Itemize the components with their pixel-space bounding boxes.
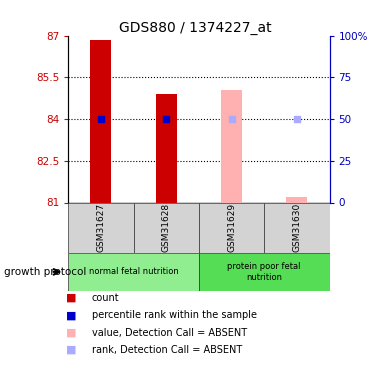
Text: ■: ■ xyxy=(66,345,77,355)
Bar xyxy=(68,202,133,253)
Text: GDS880 / 1374227_at: GDS880 / 1374227_at xyxy=(119,21,271,34)
Bar xyxy=(264,202,330,253)
Bar xyxy=(68,253,199,291)
Bar xyxy=(156,94,177,202)
Text: rank, Detection Call = ABSENT: rank, Detection Call = ABSENT xyxy=(92,345,242,355)
Text: percentile rank within the sample: percentile rank within the sample xyxy=(92,310,257,320)
Bar xyxy=(199,253,330,291)
Text: normal fetal nutrition: normal fetal nutrition xyxy=(89,267,179,276)
Bar xyxy=(90,40,112,203)
Text: protein poor fetal
nutrition: protein poor fetal nutrition xyxy=(227,262,301,282)
Text: growth protocol: growth protocol xyxy=(4,267,86,277)
Text: value, Detection Call = ABSENT: value, Detection Call = ABSENT xyxy=(92,328,247,338)
Text: ■: ■ xyxy=(66,293,77,303)
Text: ■: ■ xyxy=(66,328,77,338)
Text: GSM31627: GSM31627 xyxy=(96,203,105,252)
Text: GSM31628: GSM31628 xyxy=(162,203,171,252)
Text: GSM31629: GSM31629 xyxy=(227,203,236,252)
Bar xyxy=(133,202,199,253)
Bar xyxy=(221,90,242,202)
Bar xyxy=(286,198,307,202)
Text: count: count xyxy=(92,293,119,303)
Text: ■: ■ xyxy=(66,310,77,320)
Text: GSM31630: GSM31630 xyxy=(292,203,301,252)
Bar xyxy=(199,202,264,253)
